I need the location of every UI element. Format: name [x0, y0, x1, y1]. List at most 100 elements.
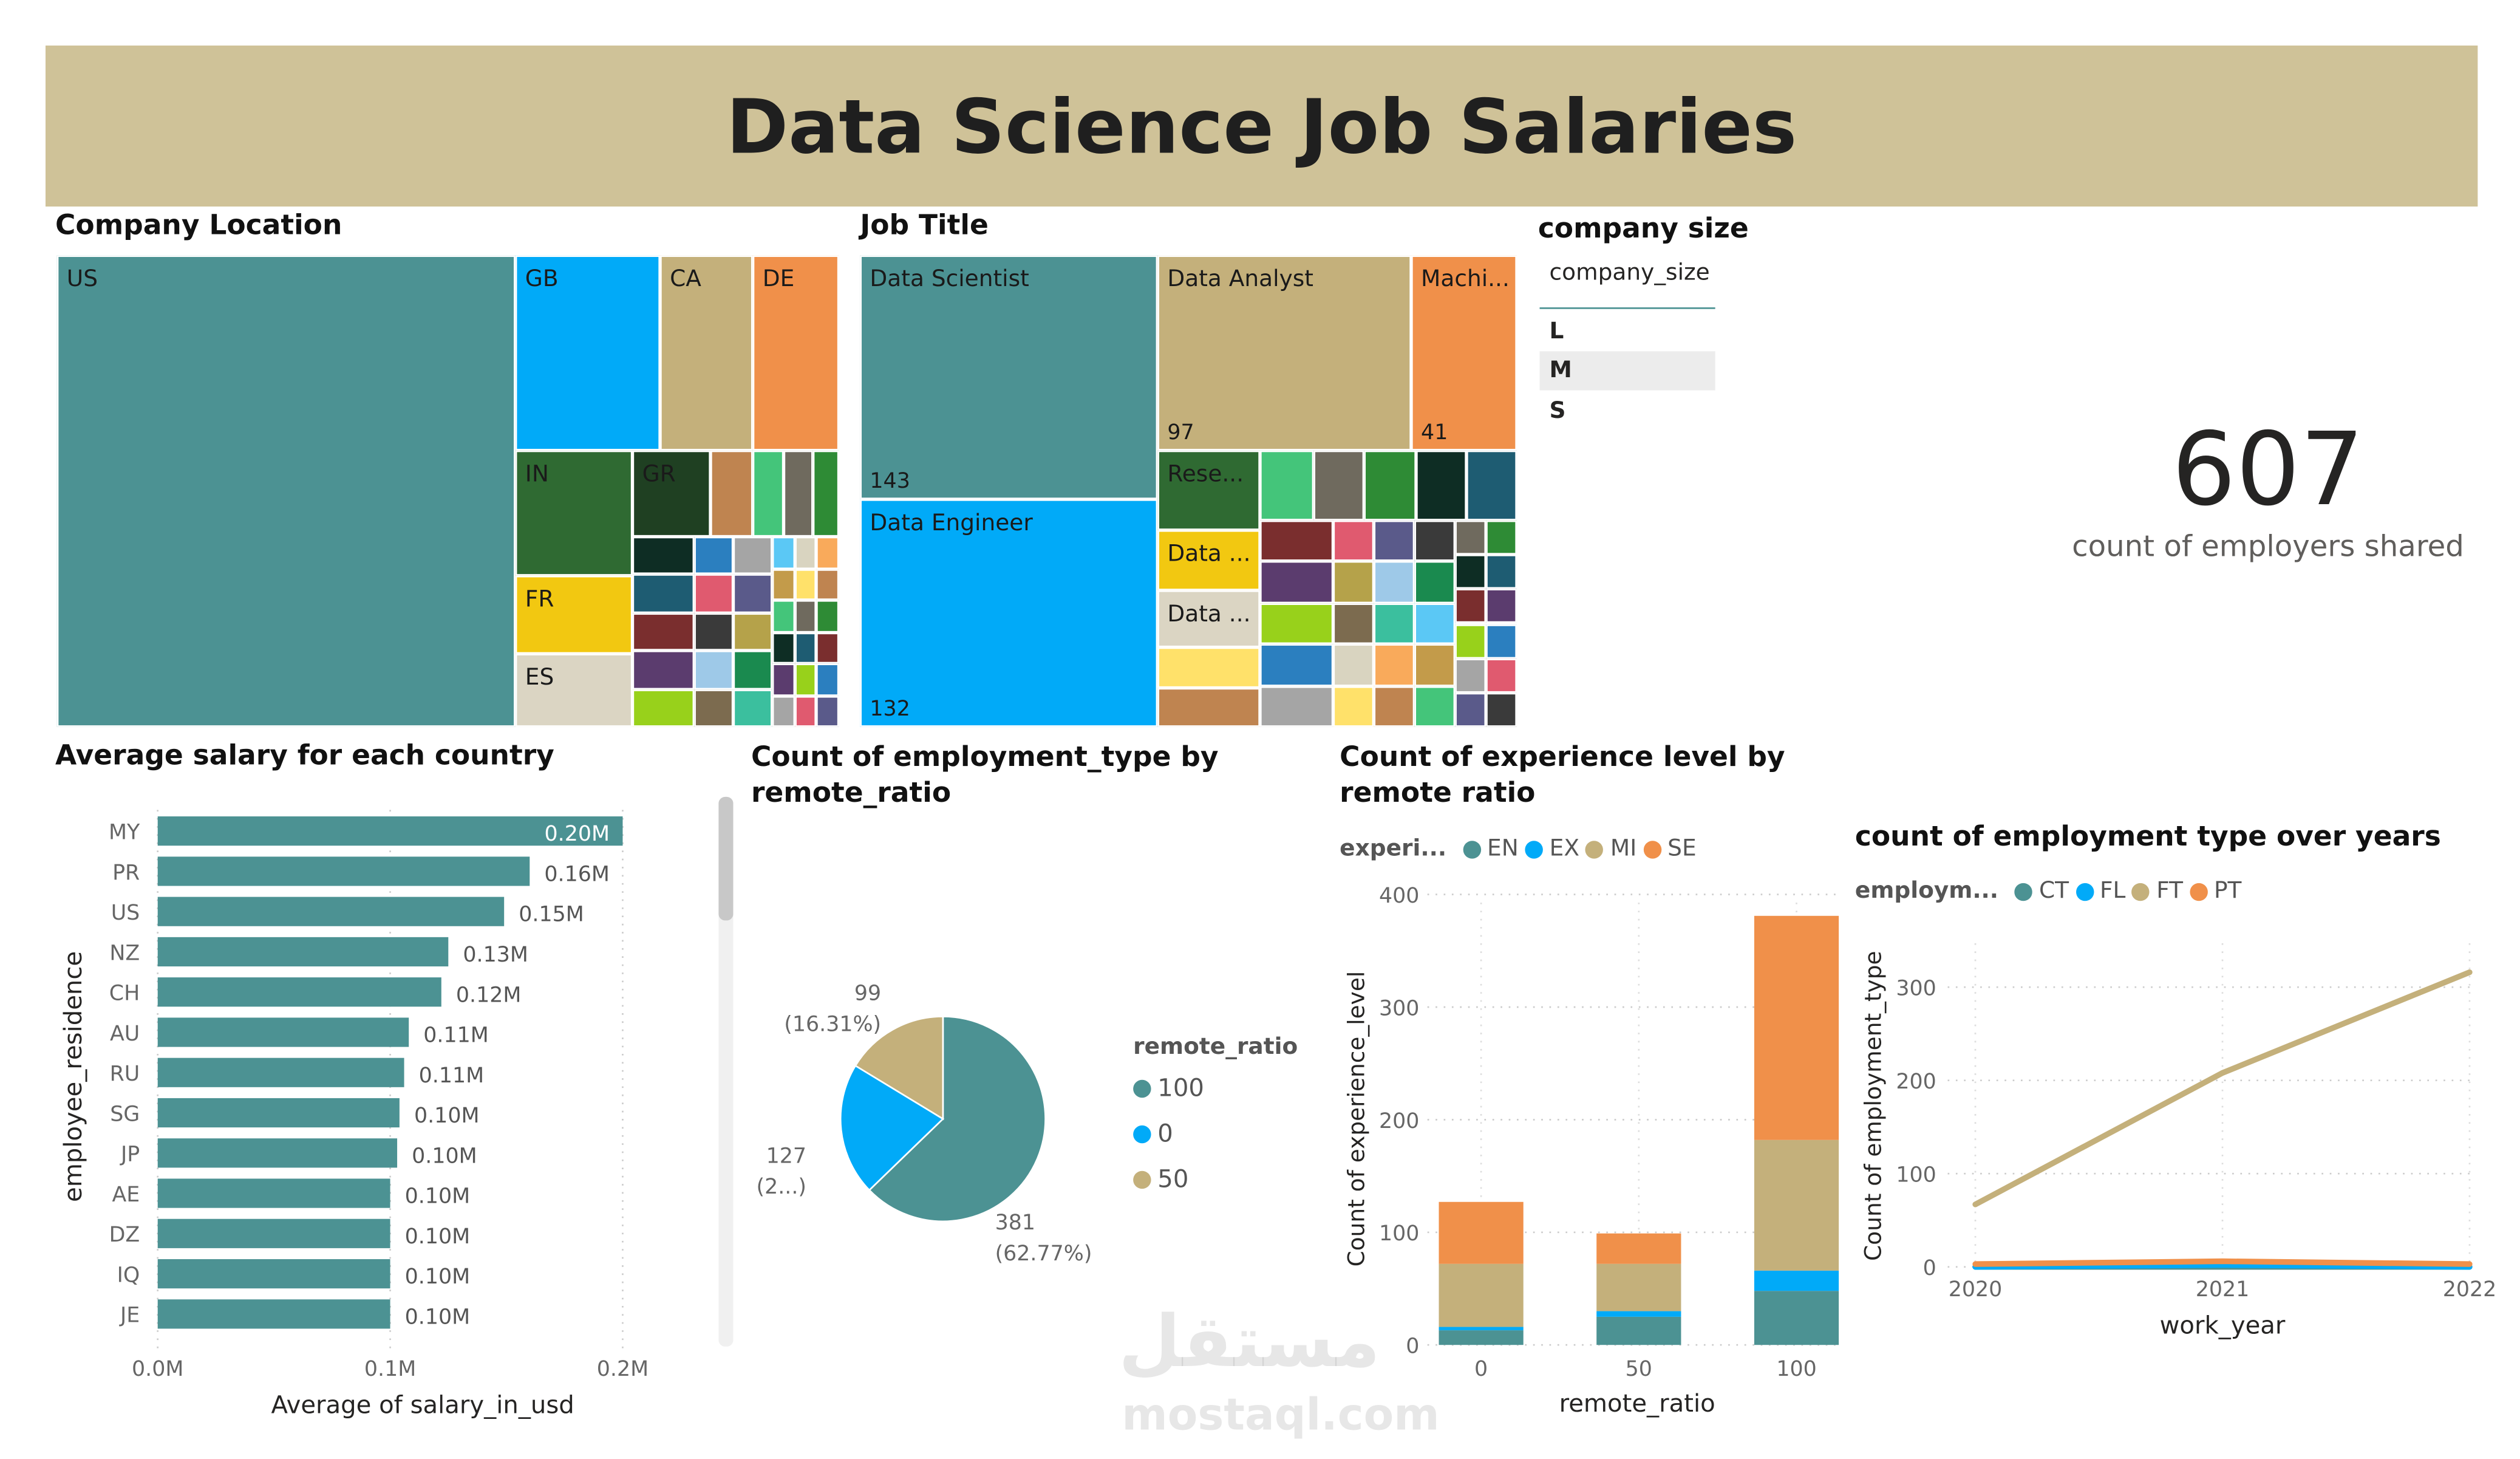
- job-title-tile[interactable]: Rese...: [1157, 450, 1260, 530]
- company-location-small-tile[interactable]: [694, 575, 734, 613]
- job-title-small-tile[interactable]: [1333, 603, 1374, 644]
- job-title-small-tile[interactable]: [1486, 692, 1517, 727]
- company-location-small-tile[interactable]: [632, 575, 695, 613]
- company-location-small-tile[interactable]: [816, 695, 839, 727]
- company-location-small-tile[interactable]: [733, 689, 772, 727]
- scrollbar-thumb[interactable]: [718, 796, 734, 921]
- legend-item[interactable]: FT: [2132, 878, 2183, 904]
- legend-item[interactable]: CT: [2014, 878, 2069, 904]
- scrollbar-track[interactable]: [718, 796, 734, 1347]
- company-location-small-tile[interactable]: [816, 632, 839, 664]
- company-location-small-tile[interactable]: [710, 450, 753, 537]
- company-location-small-tile[interactable]: [794, 695, 817, 727]
- job-title-small-tile[interactable]: [1157, 647, 1260, 688]
- job-title-small-tile[interactable]: [1364, 450, 1417, 521]
- job-title-small-tile[interactable]: [1333, 685, 1374, 727]
- company-location-small-tile[interactable]: [794, 568, 817, 600]
- job-title-small-tile[interactable]: [1259, 603, 1333, 644]
- legend-item[interactable]: 0: [1133, 1119, 1204, 1148]
- company-location-small-tile[interactable]: [772, 568, 795, 600]
- job-title-small-tile[interactable]: [1455, 589, 1486, 624]
- job-title-small-tile[interactable]: [1333, 644, 1374, 686]
- job-title-small-tile[interactable]: [1486, 623, 1517, 658]
- job-title-small-tile[interactable]: [1157, 688, 1260, 727]
- company-location-small-tile[interactable]: [772, 663, 795, 695]
- company-location-tile[interactable]: GB: [515, 255, 661, 451]
- job-title-small-tile[interactable]: [1333, 561, 1374, 603]
- job-title-small-tile[interactable]: [1455, 623, 1486, 658]
- job-title-small-tile[interactable]: [1414, 520, 1456, 562]
- job-title-small-tile[interactable]: [1486, 658, 1517, 693]
- company-location-small-tile[interactable]: [733, 536, 772, 575]
- job-title-small-tile[interactable]: [1374, 561, 1415, 603]
- company-location-small-tile[interactable]: [632, 651, 695, 689]
- company-location-small-tile[interactable]: [816, 663, 839, 695]
- company-location-small-tile[interactable]: [694, 651, 734, 689]
- company-location-small-tile[interactable]: [694, 612, 734, 651]
- job-title-small-tile[interactable]: [1374, 520, 1415, 562]
- company-location-small-tile[interactable]: [694, 689, 734, 727]
- company-location-small-tile[interactable]: [632, 612, 695, 651]
- legend-item[interactable]: FL: [2075, 878, 2125, 904]
- slicer-item-s[interactable]: S: [1549, 398, 1566, 425]
- company-location-small-tile[interactable]: [816, 536, 839, 569]
- company-location-small-tile[interactable]: [772, 695, 795, 727]
- company-location-tile[interactable]: DE: [752, 255, 839, 451]
- company-location-tile[interactable]: FR: [515, 575, 633, 654]
- legend-item[interactable]: 50: [1133, 1164, 1204, 1194]
- company-location-small-tile[interactable]: [783, 450, 813, 537]
- job-title-tile[interactable]: Machi... 41: [1411, 255, 1517, 451]
- job-title-small-tile[interactable]: [1414, 603, 1456, 644]
- job-title-small-tile[interactable]: [1313, 450, 1364, 521]
- job-title-tile[interactable]: Data Analyst 97: [1157, 255, 1411, 451]
- company-location-tile[interactable]: CA: [660, 255, 753, 451]
- job-title-small-tile[interactable]: [1374, 603, 1415, 644]
- company-location-small-tile[interactable]: [694, 536, 734, 575]
- legend-item[interactable]: EX: [1525, 836, 1579, 862]
- job-title-small-tile[interactable]: [1416, 450, 1467, 521]
- job-title-small-tile[interactable]: [1466, 450, 1517, 521]
- company-location-tile[interactable]: GR: [632, 450, 711, 537]
- company-location-small-tile[interactable]: [733, 612, 772, 651]
- company-location-small-tile[interactable]: [733, 575, 772, 613]
- job-title-tile[interactable]: Data ...: [1157, 590, 1260, 647]
- company-location-tile[interactable]: IN: [515, 450, 633, 576]
- company-location-small-tile[interactable]: [794, 600, 817, 632]
- job-title-small-tile[interactable]: [1455, 520, 1486, 555]
- job-title-small-tile[interactable]: [1414, 561, 1456, 603]
- job-title-small-tile[interactable]: [1374, 685, 1415, 727]
- job-title-tile[interactable]: Data Scientist 143: [860, 255, 1158, 499]
- job-title-small-tile[interactable]: [1259, 450, 1314, 521]
- job-title-small-tile[interactable]: [1486, 555, 1517, 590]
- company-location-small-tile[interactable]: [772, 536, 795, 569]
- job-title-tile[interactable]: Data Engineer 132: [860, 499, 1158, 727]
- job-title-small-tile[interactable]: [1259, 520, 1333, 562]
- job-title-small-tile[interactable]: [1486, 520, 1517, 555]
- company-location-small-tile[interactable]: [794, 663, 817, 695]
- company-location-tile[interactable]: ES: [515, 654, 633, 727]
- company-location-small-tile[interactable]: [632, 536, 695, 575]
- company-location-small-tile[interactable]: [794, 632, 817, 664]
- company-location-small-tile[interactable]: [816, 600, 839, 632]
- slicer-item-m[interactable]: M: [1539, 351, 1715, 391]
- legend-item[interactable]: MI: [1585, 836, 1636, 862]
- job-title-small-tile[interactable]: [1374, 644, 1415, 686]
- company-location-small-tile[interactable]: [772, 632, 795, 664]
- legend-item[interactable]: SE: [1643, 836, 1697, 862]
- job-title-small-tile[interactable]: [1414, 685, 1456, 727]
- legend-item[interactable]: EN: [1462, 836, 1519, 862]
- job-title-small-tile[interactable]: [1259, 561, 1333, 603]
- job-title-small-tile[interactable]: [1455, 555, 1486, 590]
- job-title-small-tile[interactable]: [1455, 658, 1486, 693]
- company-location-small-tile[interactable]: [812, 450, 839, 537]
- company-location-tile[interactable]: US: [56, 255, 516, 727]
- job-title-small-tile[interactable]: [1455, 692, 1486, 727]
- company-location-small-tile[interactable]: [794, 536, 817, 569]
- legend-item[interactable]: PT: [2189, 878, 2241, 904]
- company-location-small-tile[interactable]: [632, 689, 695, 727]
- job-title-small-tile[interactable]: [1333, 520, 1374, 562]
- slicer-item-l[interactable]: L: [1549, 318, 1564, 345]
- company-location-small-tile[interactable]: [772, 600, 795, 632]
- job-title-small-tile[interactable]: [1259, 685, 1333, 727]
- company-location-small-tile[interactable]: [752, 450, 784, 537]
